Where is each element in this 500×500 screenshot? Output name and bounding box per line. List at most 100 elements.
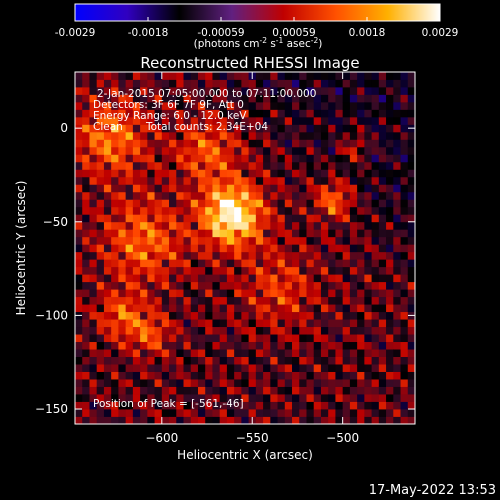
heatmap-cell	[357, 304, 365, 313]
heatmap-cell	[103, 191, 112, 200]
heatmap-cell	[118, 296, 127, 305]
heatmap-cell	[335, 296, 344, 305]
heatmap-cell	[103, 386, 112, 395]
heatmap-cell	[103, 379, 112, 387]
heatmap-cell	[234, 334, 242, 343]
heatmap-cell	[407, 206, 415, 215]
heatmap-cell	[364, 356, 372, 365]
heatmap-cell	[299, 341, 307, 350]
heatmap-cell	[197, 334, 206, 343]
heatmap-cell	[263, 79, 271, 88]
heatmap-cell	[328, 334, 336, 343]
heatmap-cell	[75, 394, 83, 402]
heatmap-cell	[96, 394, 105, 402]
heatmap-cell	[400, 101, 409, 110]
heatmap-cell	[118, 416, 127, 424]
heatmap-cell	[147, 394, 155, 402]
heatmap-cell	[349, 236, 358, 245]
heatmap-cell	[111, 191, 119, 200]
heatmap-cell	[212, 124, 221, 133]
heatmap-cell	[277, 154, 286, 163]
heatmap-cell	[132, 221, 141, 230]
heatmap-cell	[292, 296, 300, 305]
heatmap-cell	[169, 259, 177, 268]
heatmap-cell	[386, 401, 394, 410]
heatmap-cell	[284, 349, 293, 357]
heatmap-cell	[132, 319, 141, 328]
heatmap-cell	[125, 401, 134, 410]
heatmap-cell	[364, 341, 372, 350]
heatmap-cell	[407, 266, 415, 275]
heatmap-cell	[378, 184, 387, 193]
heatmap-cell	[118, 176, 127, 185]
heatmap-cell	[335, 199, 344, 208]
heatmap-cell	[292, 214, 300, 223]
heatmap-cell	[212, 199, 221, 208]
heatmap-cell	[277, 289, 286, 298]
heatmap-cell	[277, 221, 286, 230]
heatmap-cell	[328, 289, 336, 298]
heatmap-cell	[306, 236, 315, 245]
colorbar-tick-label: 0.0018	[349, 27, 386, 39]
heatmap-cell	[190, 311, 199, 320]
x-tick-label: −500	[326, 431, 359, 445]
heatmap-cell	[313, 131, 322, 140]
heatmap-cell	[386, 259, 394, 268]
heatmap-cell	[205, 326, 213, 335]
heatmap-cell	[378, 131, 387, 140]
heatmap-cell	[197, 101, 206, 110]
heatmap-cell	[75, 206, 83, 215]
heatmap-cell	[169, 206, 177, 215]
heatmap-cell	[75, 341, 83, 350]
heatmap-cell	[132, 191, 141, 200]
heatmap-cell	[357, 154, 365, 163]
heatmap-cell	[118, 214, 127, 223]
heatmap-cell	[147, 409, 155, 417]
heatmap-cell	[212, 109, 221, 118]
heatmap-cell	[299, 311, 307, 320]
heatmap-cell	[371, 116, 380, 125]
heatmap-cell	[96, 229, 105, 238]
heatmap-cell	[292, 176, 300, 185]
heatmap-cell	[357, 176, 365, 185]
heatmap-cell	[234, 161, 242, 170]
heatmap-cell	[299, 161, 307, 170]
heatmap-cell	[147, 244, 155, 253]
heatmap-cell	[103, 79, 112, 88]
heatmap-cell	[299, 304, 307, 313]
heatmap-cell	[140, 289, 148, 298]
heatmap-cell	[335, 311, 344, 320]
heatmap-cell	[176, 131, 184, 140]
heatmap-cell	[118, 184, 127, 193]
heatmap-cell	[161, 356, 170, 365]
heatmap-cell	[371, 319, 380, 328]
heatmap-cell	[393, 79, 401, 88]
heatmap-cell	[111, 221, 119, 230]
heatmap-cell	[400, 109, 409, 118]
heatmap-cell	[226, 364, 235, 372]
heatmap-cell	[89, 169, 98, 178]
heatmap-cell	[277, 146, 286, 155]
heatmap-cell	[89, 401, 98, 410]
heatmap-cell	[270, 259, 278, 268]
heatmap-cell	[364, 379, 372, 387]
heatmap-cell	[111, 206, 119, 215]
heatmap-cell	[328, 244, 336, 253]
heatmap-cell	[125, 304, 134, 313]
heatmap-cell	[75, 416, 83, 424]
heatmap-cell	[111, 334, 119, 343]
heatmap-cell	[125, 229, 134, 238]
heatmap-cell	[96, 101, 105, 110]
heatmap-cell	[161, 326, 170, 335]
heatmap-cell	[212, 289, 221, 298]
heatmap-cell	[147, 116, 155, 125]
heatmap-cell	[378, 341, 387, 350]
heatmap-cell	[183, 386, 192, 395]
heatmap-cell	[154, 101, 163, 110]
heatmap-cell	[270, 266, 278, 275]
heatmap-cell	[96, 341, 105, 350]
heatmap-cell	[111, 116, 119, 125]
y-axis-label: Heliocentric Y (arcsec)	[14, 181, 28, 316]
heatmap-cell	[154, 371, 163, 380]
heatmap-cell	[255, 394, 264, 402]
